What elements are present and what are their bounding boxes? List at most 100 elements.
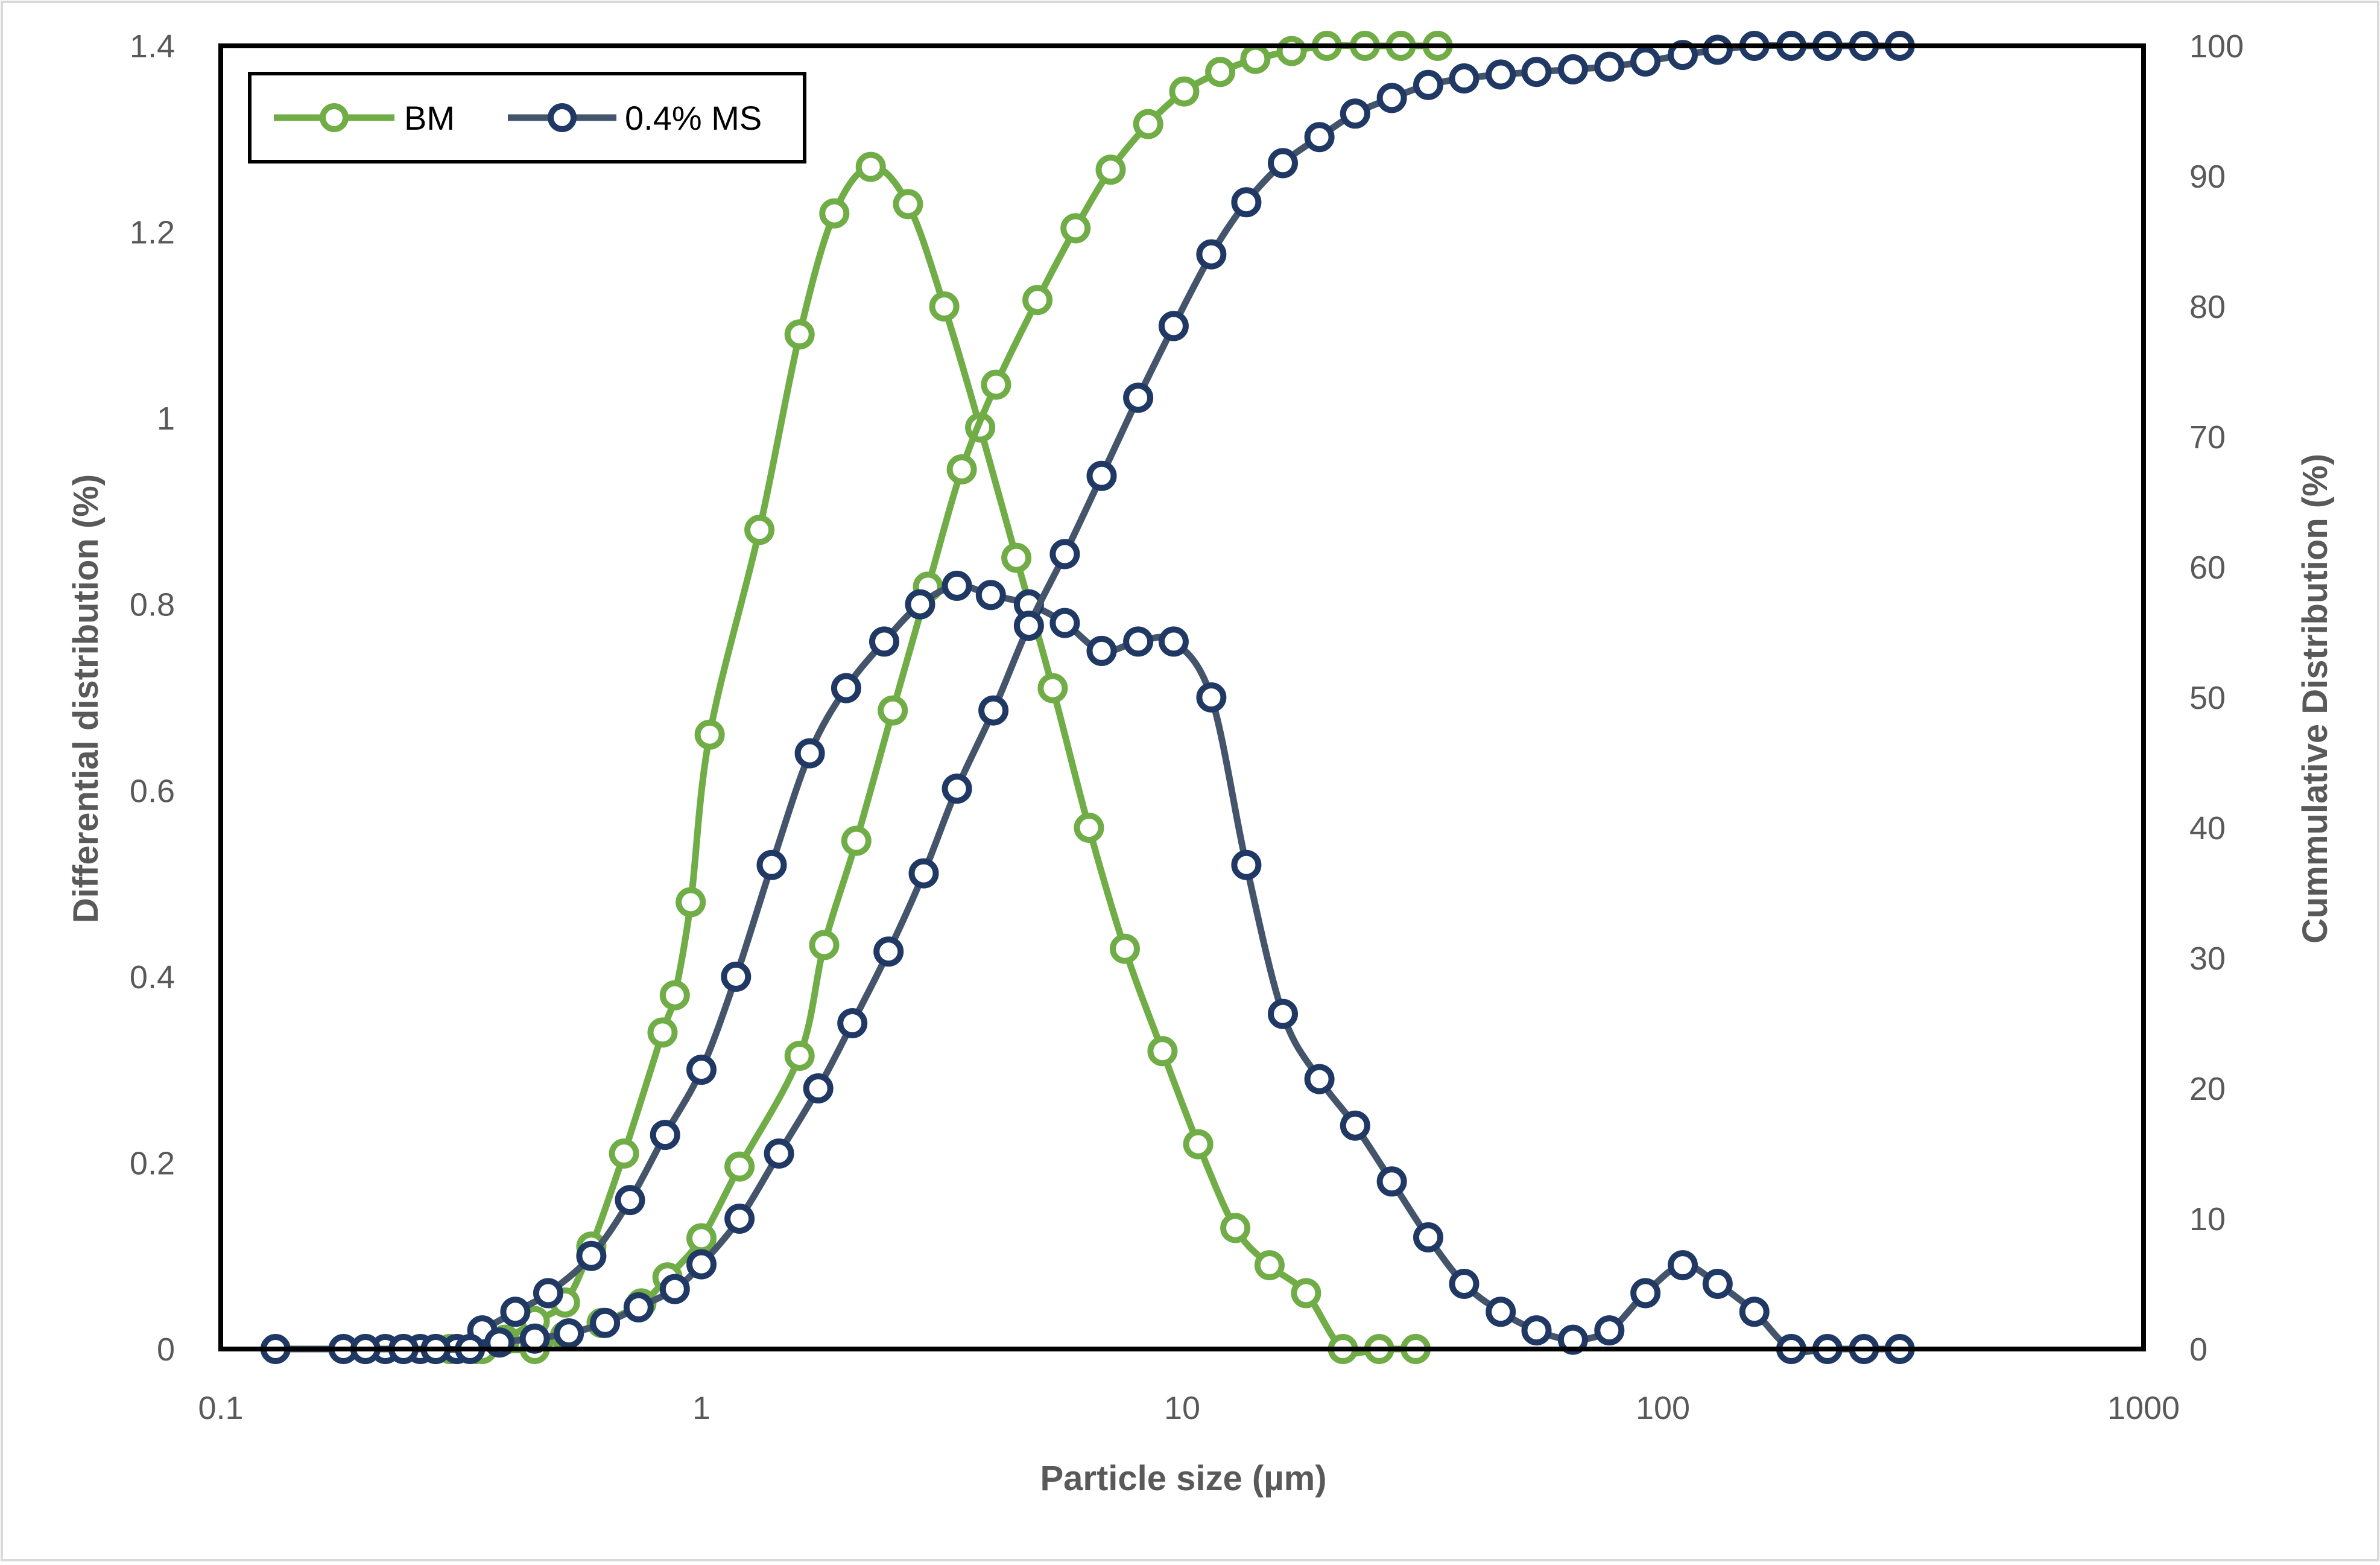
legend-marker-bm [320,103,349,132]
data-point [554,1318,584,1349]
data-point [869,626,899,657]
data-point [809,930,840,960]
x-tick-label: 1 [692,1390,711,1426]
data-point [1049,539,1080,570]
y-tick-label: 0 [157,1332,175,1368]
data-point [1049,608,1080,638]
data-point [609,1138,639,1169]
data-point [1594,1315,1625,1346]
data-point [1630,46,1661,77]
x-tick-label: 10 [1164,1390,1200,1426]
data-point [841,825,872,856]
data-point [1521,57,1552,87]
data-point [1304,1064,1335,1094]
y2-tick-label: 60 [2189,550,2226,586]
data-point [686,1249,717,1280]
data-point [893,189,923,220]
data-point [1196,682,1227,713]
data-point [576,1240,607,1271]
data-point [1630,1278,1661,1309]
data-point [1340,98,1370,129]
y-axis-title: Differential distribution (%) [66,474,106,923]
x-axis-title: Particle size (µm) [1040,1459,1326,1498]
data-point [1123,383,1154,413]
data-point [694,719,725,750]
data-point [724,1151,755,1182]
data-point [1702,34,1733,65]
data-point [721,961,752,992]
data-point [1183,1129,1214,1160]
data-point [1158,626,1189,657]
data-point [1001,542,1032,573]
legend-marker-ms [548,103,577,132]
data-point [1133,109,1163,139]
data-point [1240,43,1271,74]
data-point [1486,1297,1516,1327]
data-point [878,695,908,726]
data-point [873,936,904,967]
y-tick-label: 0.4 [130,959,175,995]
data-point [533,1278,563,1309]
data-point [1095,154,1126,185]
data-point [978,695,1009,726]
data-point [981,369,1011,400]
data-point [1276,36,1307,66]
data-point [1376,1166,1407,1197]
data-point [1123,626,1154,657]
data-point [1376,83,1407,113]
y-tick-label: 1.4 [130,28,175,65]
data-point [764,1138,794,1169]
legend-label-ms: 0.4% MS [625,99,762,137]
y2-tick-label: 70 [2189,419,2226,456]
data-point [1521,1315,1552,1346]
data-point [650,1120,680,1151]
data-point [1254,1250,1285,1281]
y2-tick-label: 0 [2189,1332,2208,1368]
data-point [1086,460,1117,491]
data-point [975,580,1006,611]
data-point [1013,611,1044,641]
data-point [1557,1324,1588,1355]
data-point [686,1055,717,1085]
y2-tick-label: 90 [2189,159,2226,195]
data-point [837,1008,868,1038]
data-point [1486,59,1516,90]
data-point [659,1274,690,1304]
data-point [794,738,825,769]
y2-tick-label: 30 [2189,941,2226,977]
data-point [1110,933,1140,964]
data-point [1304,122,1335,153]
y-tick-label: 0.6 [130,773,175,809]
y2-tick-label: 80 [2189,289,2226,325]
data-point [1022,285,1053,316]
data-point [1074,813,1104,843]
data-point [1169,76,1200,107]
data-point [1147,1036,1178,1067]
data-point [647,1017,678,1048]
plot-area-frame [218,43,2146,1351]
data-point [744,515,775,545]
data-point [500,1297,531,1327]
data-point [908,858,939,889]
data-point [1668,40,1698,71]
data-point [1205,57,1236,87]
data-point [1702,1269,1733,1299]
data-point [784,319,815,350]
y2-tick-label: 20 [2189,1071,2226,1107]
data-point [784,1041,815,1071]
y2-tick-label: 40 [2189,810,2226,846]
data-point [1196,239,1227,270]
data-point [1291,1278,1321,1309]
data-point [946,454,977,484]
legend: BM 0.4% MS [248,72,806,163]
data-point [1268,998,1298,1029]
data-point [929,291,960,322]
data-point [676,887,706,918]
data-point [1037,673,1068,703]
data-point [1557,54,1588,84]
data-point [905,589,935,620]
x-tick-label: 1000 [2107,1390,2180,1426]
